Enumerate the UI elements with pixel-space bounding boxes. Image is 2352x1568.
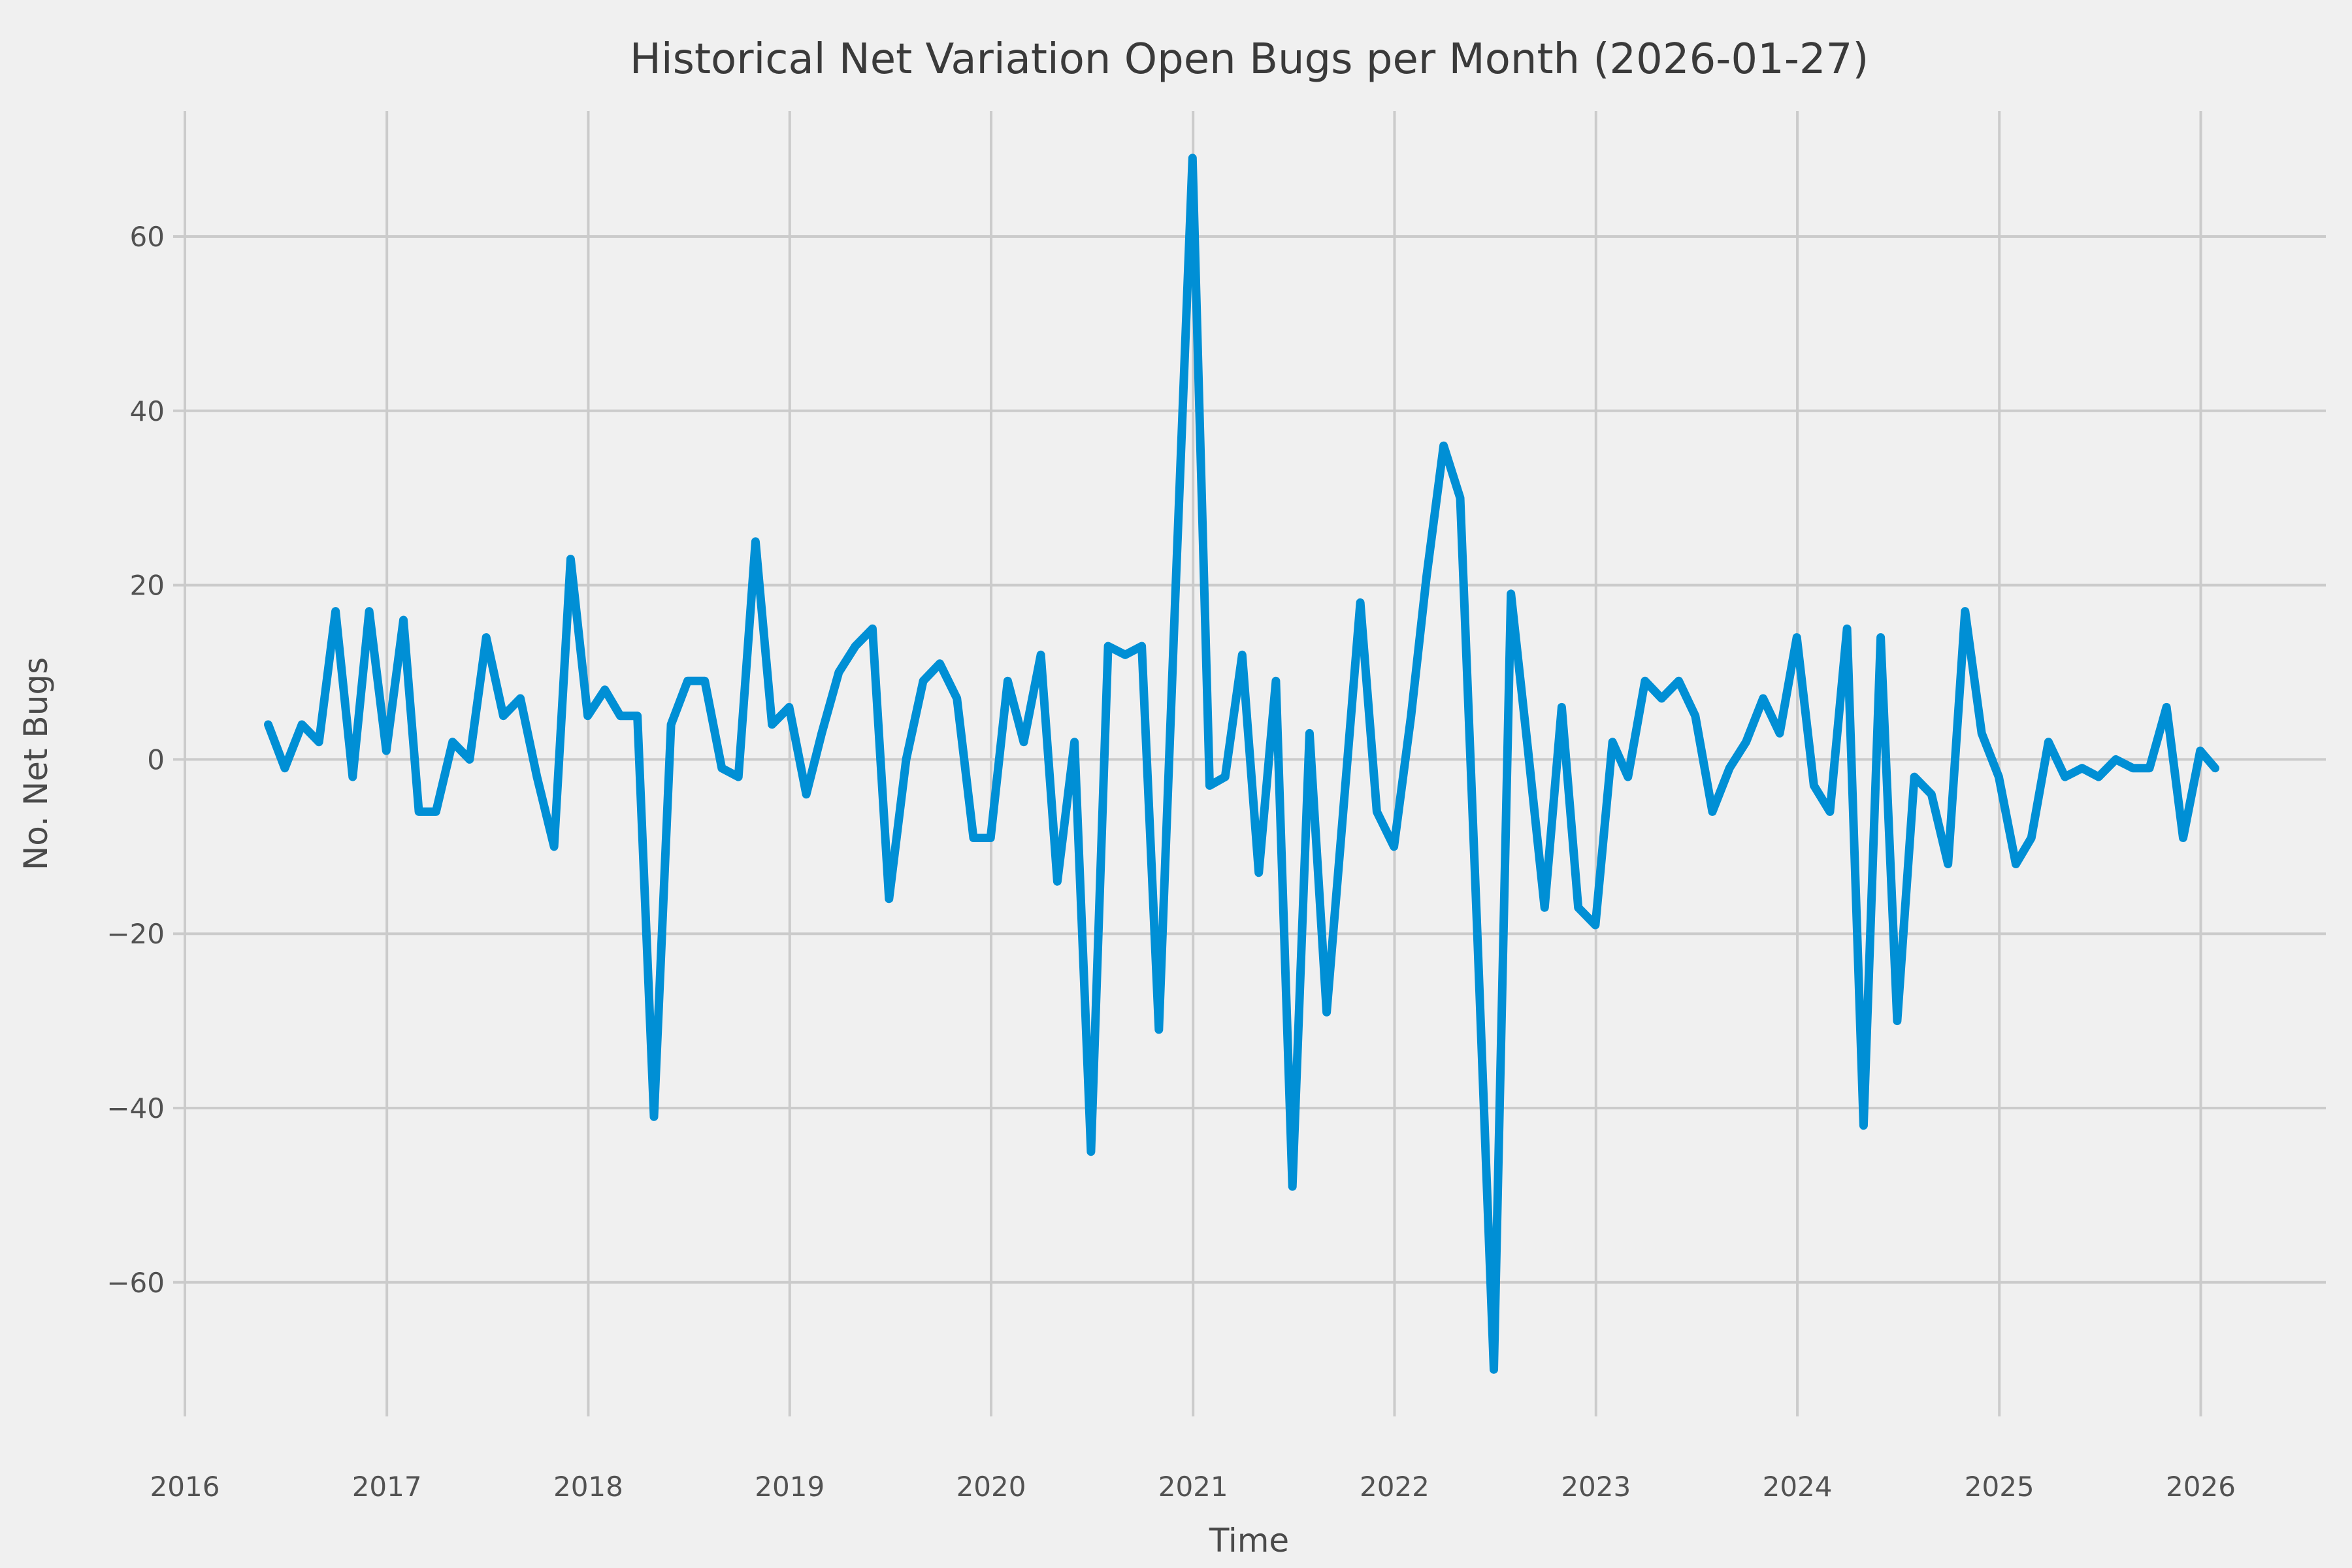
y-tick-label-60: 60 xyxy=(130,221,165,253)
y-tick-label--40: −40 xyxy=(106,1092,165,1124)
x-tick-label-2024: 2024 xyxy=(1763,1471,1833,1503)
y-tick-label-40: 40 xyxy=(130,395,165,427)
x-tick-label-2020: 2020 xyxy=(956,1471,1026,1503)
net-bugs-line-series xyxy=(264,154,2219,1374)
x-tick-label-2018: 2018 xyxy=(553,1471,623,1503)
x-axis-label: Time xyxy=(1209,1522,1289,1560)
y-tick-label-0: 0 xyxy=(147,743,165,776)
y-tick-label--60: −60 xyxy=(106,1267,165,1299)
x-tick-label-2022: 2022 xyxy=(1360,1471,1429,1503)
axis-ticks: 2016 2017 2018 2019 2020 2021 2022 2023 2024 2025… xyxy=(106,221,2236,1503)
y-tick-label--20: −20 xyxy=(106,918,165,950)
x-tick-label-2023: 2023 xyxy=(1561,1471,1631,1503)
x-tick-label-2021: 2021 xyxy=(1158,1471,1228,1503)
x-tick-label-2016: 2016 xyxy=(150,1471,220,1503)
x-tick-label-2026: 2026 xyxy=(2166,1471,2236,1503)
x-tick-label-2019: 2019 xyxy=(755,1471,825,1503)
data-series xyxy=(264,154,2219,1374)
y-axis-label: No. Net Bugs xyxy=(17,657,55,870)
chart-title: Historical Net Variation Open Bugs per M… xyxy=(630,35,1869,84)
x-tick-label-2025: 2025 xyxy=(1965,1471,2034,1503)
y-tick-label-20: 20 xyxy=(130,570,165,602)
x-tick-label-2017: 2017 xyxy=(352,1471,422,1503)
